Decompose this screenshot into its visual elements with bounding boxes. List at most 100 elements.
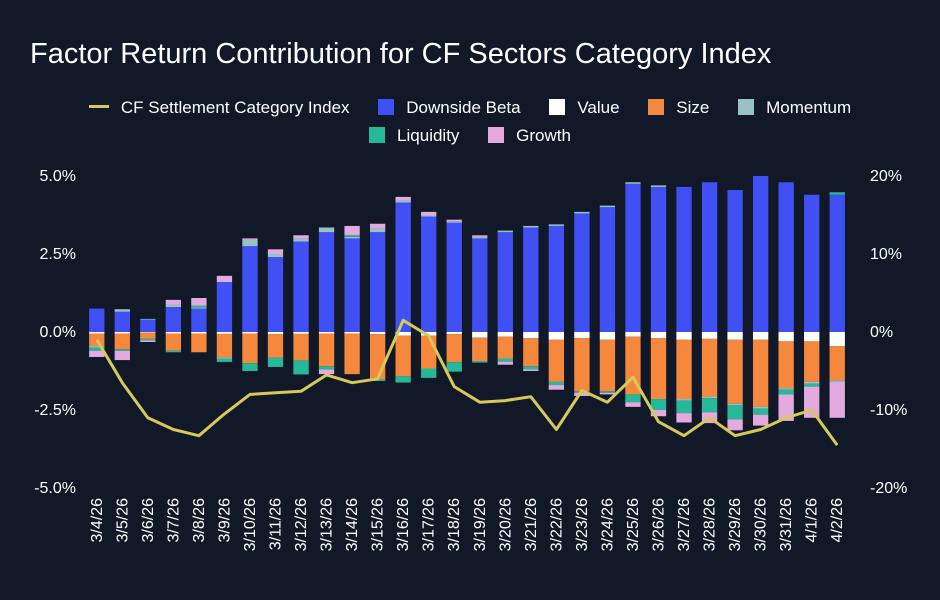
bar-momentum [191, 307, 207, 309]
bar-downside-beta [497, 232, 513, 332]
bar-size [497, 336, 513, 359]
y-tick-label: 2.5% [40, 246, 76, 263]
bar-liquidity [421, 368, 437, 378]
bar-growth [318, 369, 335, 375]
bar-value [191, 332, 207, 334]
x-tick-label: 3/17/26 [421, 498, 438, 551]
bar-value [114, 332, 130, 334]
x-tick-label: 3/20/26 [497, 498, 514, 551]
bar-size [114, 333, 130, 350]
bar-downside-beta [574, 213, 590, 332]
bar-downside-beta [472, 238, 488, 332]
bar-momentum [216, 357, 233, 359]
bar-growth [89, 350, 105, 357]
bar-growth [344, 225, 360, 236]
bar-growth [778, 394, 794, 421]
bar-momentum [701, 396, 718, 399]
bar-size [242, 333, 258, 364]
bar-growth [293, 235, 309, 239]
bar-growth [369, 223, 386, 229]
x-tick-label: 3/12/26 [293, 498, 310, 551]
bar-value [267, 332, 284, 335]
bar-value [523, 332, 539, 339]
bar-liquidity [267, 357, 284, 367]
bar-size [778, 341, 794, 389]
index-line [95, 318, 839, 446]
bar-liquidity [446, 362, 462, 372]
bar-downside-beta [267, 257, 284, 332]
x-tick-label: 3/31/26 [778, 498, 795, 551]
bar-growth [114, 350, 130, 361]
legend-label: Momentum [766, 98, 852, 117]
bar-growth [523, 369, 539, 371]
bar-value [676, 332, 692, 340]
y2-tick-label: 10% [870, 246, 902, 263]
bar-size [216, 333, 233, 358]
bar-momentum [369, 228, 386, 233]
bar-downside-beta [165, 307, 182, 332]
bar-momentum [599, 205, 616, 208]
bar-value [548, 332, 565, 340]
x-tick-label: 3/14/26 [344, 498, 361, 551]
x-tick-label: 3/8/26 [191, 498, 208, 543]
y-tick-label: 5.0% [40, 168, 76, 185]
x-tick-label: 3/25/26 [625, 498, 642, 551]
bar-downside-beta [421, 216, 437, 332]
bar-liquidity [497, 358, 513, 362]
bar-downside-beta [140, 319, 156, 332]
bar-momentum [472, 236, 488, 239]
bar-size [344, 333, 360, 375]
y2-tick-label: -20% [870, 480, 907, 497]
bar-liquidity [242, 363, 258, 371]
legend-item-cf-settlement-category-index[interactable]: CF Settlement Category Index [88, 94, 350, 122]
bar-downside-beta [89, 308, 105, 332]
bar-momentum [829, 380, 845, 382]
y2-tick-label: 20% [870, 168, 902, 185]
bar-momentum [752, 406, 769, 409]
legend-swatch [378, 99, 395, 115]
y-tick-label: 0.0% [40, 324, 76, 341]
x-tick-label: 3/26/26 [651, 498, 668, 551]
legend-item-value[interactable]: Value [549, 94, 620, 122]
bar-liquidity [165, 350, 182, 353]
bar-size [804, 341, 820, 382]
bar-size [89, 333, 105, 347]
bar-liquidity [216, 358, 233, 362]
bar-value [599, 332, 616, 340]
bar-value [574, 332, 590, 339]
x-tick-label: 4/1/26 [804, 498, 821, 543]
bar-value [369, 332, 386, 335]
bar-downside-beta [804, 194, 820, 332]
bar-growth [752, 414, 769, 426]
legend-swatch [369, 127, 386, 143]
bar-value [318, 332, 335, 334]
bar-size [318, 333, 335, 367]
x-tick-label: 3/30/26 [753, 498, 770, 551]
legend-label: Growth [516, 126, 571, 145]
legend-item-size[interactable]: Size [648, 94, 709, 122]
x-tick-label: 3/22/26 [548, 498, 565, 551]
bar-downside-beta [752, 176, 769, 332]
x-tick-label: 4/2/26 [829, 498, 846, 543]
bar-momentum [421, 215, 437, 217]
x-tick-label: 3/4/26 [89, 498, 106, 543]
bar-momentum [140, 318, 156, 320]
x-tick-label: 3/24/26 [599, 498, 616, 551]
legend-item-momentum[interactable]: Momentum [738, 94, 851, 122]
legend-item-growth[interactable]: Growth [488, 122, 571, 150]
bar-momentum [395, 200, 411, 203]
x-tick-label: 3/13/26 [319, 498, 336, 551]
x-tick-label: 3/9/26 [216, 498, 233, 543]
bar-value [344, 332, 360, 334]
legend-item-downside-beta[interactable]: Downside Beta [378, 94, 521, 122]
bar-downside-beta [599, 207, 616, 332]
bar-growth [395, 196, 411, 201]
bar-momentum [804, 381, 820, 384]
y2-tick-label: 0% [870, 324, 893, 341]
bar-momentum [574, 211, 590, 214]
legend-item-liquidity[interactable]: Liquidity [369, 122, 459, 150]
bar-liquidity [701, 398, 718, 413]
bar-liquidity [752, 408, 769, 415]
bar-momentum [114, 309, 130, 312]
